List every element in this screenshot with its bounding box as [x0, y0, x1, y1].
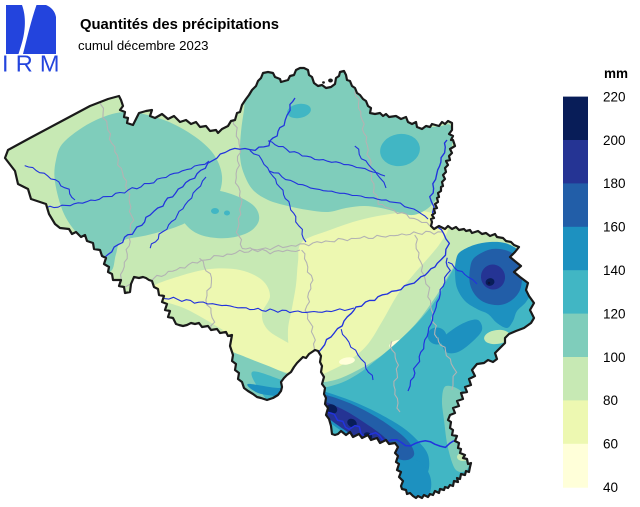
svg-text:cumul décembre 2023: cumul décembre 2023 — [78, 38, 208, 53]
svg-text:40: 40 — [603, 480, 618, 495]
svg-text:180: 180 — [603, 176, 626, 191]
svg-text:220: 220 — [603, 89, 626, 104]
svg-text:120: 120 — [603, 306, 626, 321]
svg-text:mm: mm — [604, 66, 628, 81]
svg-text:60: 60 — [603, 437, 618, 452]
svg-text:80: 80 — [603, 393, 618, 408]
svg-text:100: 100 — [603, 350, 626, 365]
svg-text:Quantités des précipitations: Quantités des précipitations — [80, 17, 279, 33]
svg-text:140: 140 — [603, 263, 626, 278]
svg-text:IRM: IRM — [2, 51, 67, 77]
svg-text:160: 160 — [603, 220, 626, 235]
svg-text:200: 200 — [603, 133, 626, 148]
